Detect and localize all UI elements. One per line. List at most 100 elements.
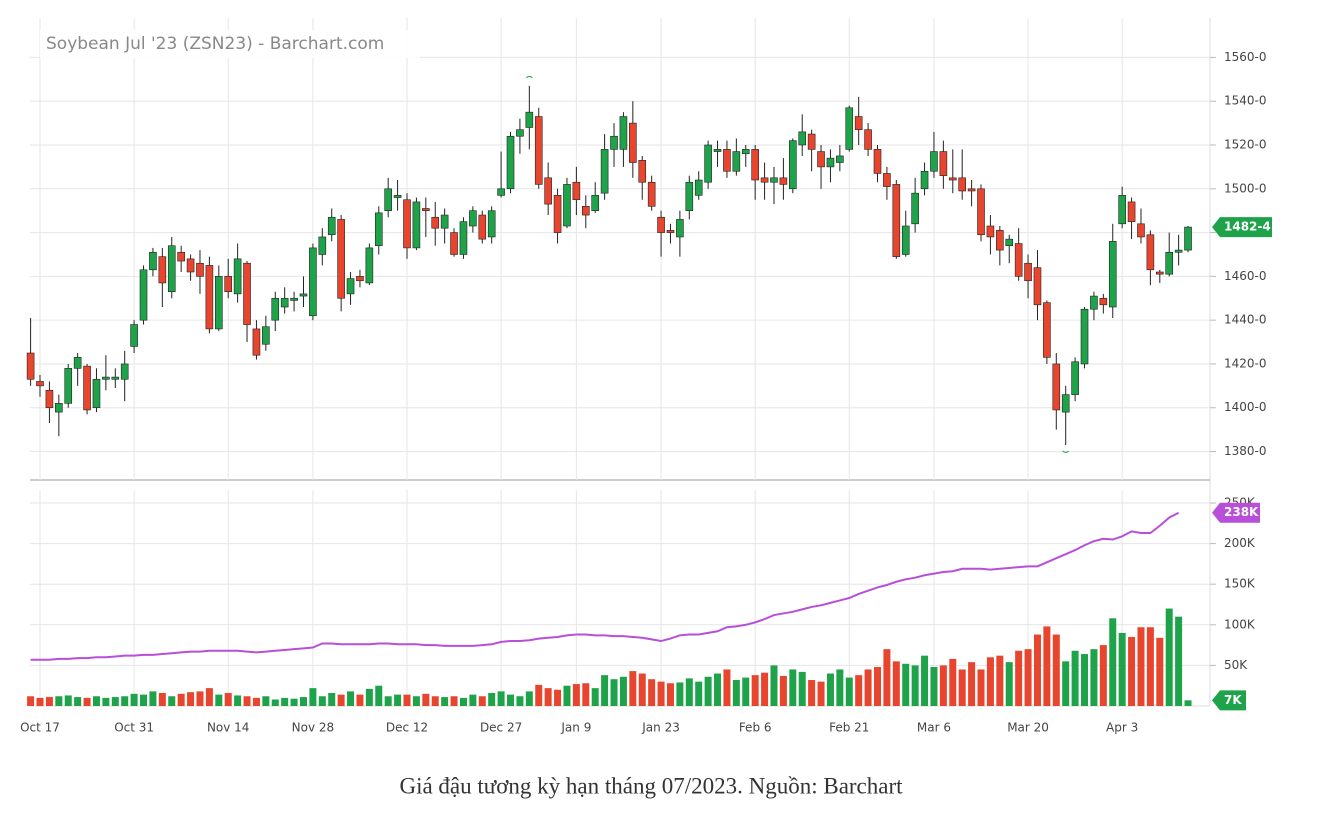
volume-bar [422,693,430,706]
volume-bar [1165,608,1173,706]
volume-bar [271,699,279,706]
volume-bar [864,669,872,706]
candle-body [629,122,637,163]
volume-bar [544,688,552,706]
volume-bar [403,694,411,706]
candle-body [1061,394,1070,413]
volume-bar [224,693,232,706]
candle-body [26,352,35,380]
volume-bar [309,688,317,706]
volume-bar [1156,637,1164,706]
candle-body [525,111,534,128]
candle-body [1052,363,1061,411]
candle-body [873,149,882,174]
volume-bar [601,675,609,706]
candle-body [215,276,223,330]
volume-bar [45,697,53,706]
candle-body [1099,297,1108,306]
candle-body [939,151,948,176]
candle-body [1071,361,1079,395]
volume-bar [36,697,44,706]
candle-body [864,129,872,150]
candle-body [901,225,910,255]
x-tick-label: Feb 6 [739,721,772,735]
candle-body [384,188,392,211]
volume-bar [666,683,674,706]
volume-bar [243,696,251,706]
volume-bar [949,658,957,706]
candle-body [337,219,345,299]
volume-bar [1090,649,1098,706]
volume-bar [751,675,759,706]
candle-body [224,276,233,292]
candle-body [243,262,251,325]
candle-body [553,195,562,233]
candle-body [610,135,618,150]
candle-body [290,297,298,301]
y-tick-label: 1380-0 [1224,444,1267,458]
candle-body [55,403,63,413]
candle-body [694,179,703,196]
volume-bar [921,655,929,706]
candle-body [638,160,647,183]
volume-bar [516,696,524,706]
volume-bar [1005,662,1013,706]
volume-bar [986,657,994,706]
volume-bar [450,696,458,706]
volume-bar [394,694,402,706]
volume-bar [695,681,703,706]
volume-bar [968,662,976,706]
candle-body [36,381,44,387]
candle-body [836,155,844,163]
volume-bar [55,696,63,706]
last-value-label: 1482-4 [1224,220,1271,234]
volume-bar [459,697,467,706]
candle-body [544,177,552,205]
candle-body [356,276,364,282]
volume-bar [121,696,129,706]
candle-body [318,236,327,255]
y-tick-label: 1500-0 [1224,181,1267,195]
last-value-badge [1212,502,1260,523]
volume-bar [412,696,420,706]
volume-bar [74,697,82,706]
volume-bar [215,694,223,706]
candle-body [233,258,242,295]
volume-bar [469,694,477,706]
volume-bar [347,691,355,706]
candle-body [1090,295,1098,310]
grid [30,18,1210,706]
candle-body [779,177,788,185]
volume-bar [149,691,157,706]
candle-body [196,262,204,277]
candle-body [262,326,270,345]
candle-body [563,184,571,227]
volume-bar [629,671,637,706]
y-tick-label: 1440-0 [1224,313,1267,327]
candle-body [572,181,581,201]
volume-bar [177,693,185,706]
candle-body [1043,302,1051,358]
volume-bar [958,669,966,706]
candle-body [1014,243,1023,277]
x-tick-label: Feb 21 [829,721,869,735]
x-tick-label: Dec 27 [480,721,522,735]
candle-body [497,188,505,196]
candle-body [892,184,901,257]
candle-body [422,208,430,211]
candle-body [1184,226,1192,251]
last-value-label: 7K [1224,693,1242,707]
volume-bar [1052,634,1060,706]
candle-body [1174,249,1183,253]
volume-bar [252,697,260,706]
volume-bar [742,677,750,706]
volume-bar [582,683,590,706]
candle-body [996,230,1004,251]
volume-bar [111,697,119,706]
x-tick-label: Oct 31 [114,721,154,735]
volume-bar [290,698,298,706]
volume-bar [205,688,213,706]
caption: Giá đậu tương kỳ hạn tháng 07/2023. Nguồ… [399,773,903,798]
volume-bar [638,673,646,706]
